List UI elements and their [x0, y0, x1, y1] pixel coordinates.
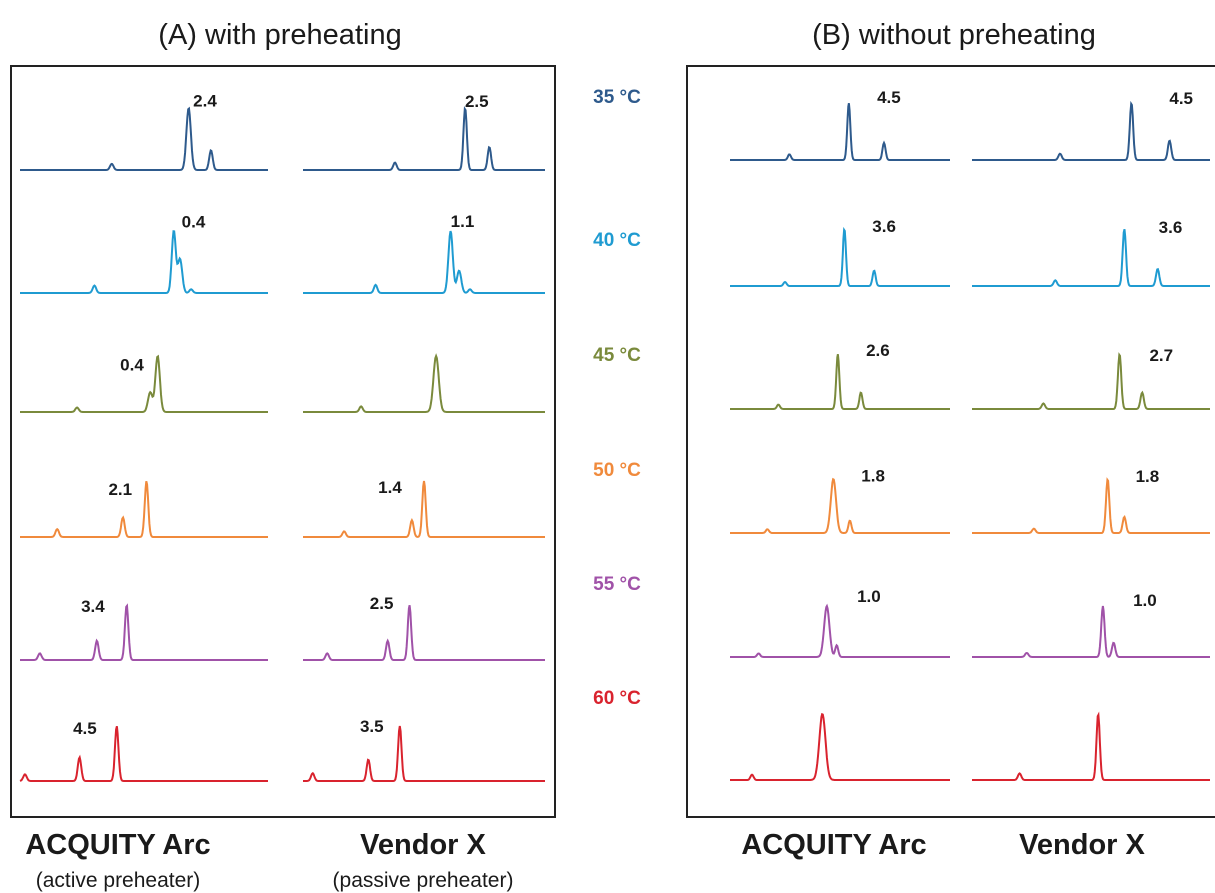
panel-a-title: (A) with preheating — [158, 19, 401, 51]
resolution-label: 1.1 — [451, 212, 475, 231]
resolution-label: 1.4 — [378, 478, 402, 497]
chromatogram-trace-b-vendor-x-45-c — [972, 352, 1210, 410]
chromatogram-trace-a-acquity-arc-35-c — [20, 106, 268, 171]
chromatogram-trace-b-vendor-x-35-c — [972, 100, 1210, 161]
chromatogram-trace-a-acquity-arc-55-c — [20, 603, 268, 661]
temperature-label-40: 40 °C — [593, 230, 641, 251]
panel-b-column-2-label: Vendor X — [1019, 829, 1145, 861]
chromatogram-trace-a-vendor-x-45-c — [303, 353, 545, 413]
resolution-label: 3.4 — [81, 597, 105, 616]
temperature-label-55: 55 °C — [593, 574, 641, 595]
resolution-label: 2.5 — [370, 594, 394, 613]
chromatogram-trace-a-acquity-arc-60-c — [19, 725, 268, 782]
resolution-label: 2.5 — [465, 92, 489, 111]
panel-b-frame — [686, 65, 1215, 818]
resolution-label: 4.5 — [877, 88, 901, 107]
panel-a-column-2-label: Vendor X — [360, 829, 486, 861]
chromatogram-trace-b-vendor-x-55-c — [972, 605, 1210, 658]
panel-a-column-2-sublabel: (passive preheater) — [333, 869, 514, 892]
resolution-label: 2.6 — [866, 341, 890, 360]
resolution-label: 3.5 — [360, 717, 384, 736]
chromatogram-trace-a-vendor-x-50-c — [303, 480, 545, 538]
chromatogram-trace-a-vendor-x-60-c — [303, 725, 545, 782]
resolution-label: 3.6 — [872, 217, 896, 236]
panel-a-column-1-sublabel: (active preheater) — [36, 869, 201, 892]
chromatogram-trace-a-acquity-arc-40-c — [20, 230, 268, 294]
chromatogram-traces — [19, 100, 1210, 782]
chromatogram-trace-b-vendor-x-40-c — [972, 228, 1210, 287]
chromatogram-trace-a-vendor-x-40-c — [303, 230, 545, 294]
temperature-label-45: 45 °C — [593, 345, 641, 366]
temperature-label-50: 50 °C — [593, 460, 641, 481]
panel-b-column-1-label: ACQUITY Arc — [741, 829, 926, 861]
temperature-labels: 35 °C 40 °C 45 °C 50 °C 55 °C 60 °C — [593, 87, 641, 709]
chromatogram-trace-b-acquity-arc-40-c — [730, 226, 950, 287]
resolution-label: 0.4 — [182, 212, 206, 231]
chromatogram-trace-b-vendor-x-50-c — [972, 477, 1210, 534]
resolution-label: 2.7 — [1149, 346, 1173, 365]
chromatogram-trace-b-acquity-arc-50-c — [730, 477, 950, 534]
chromatogram-trace-b-vendor-x-60-c — [972, 711, 1210, 781]
chromatogram-trace-b-acquity-arc-60-c — [730, 712, 950, 781]
temperature-label-35: 35 °C — [593, 87, 641, 108]
chromatogram-trace-a-vendor-x-35-c — [303, 106, 545, 171]
panel-a-frame — [10, 65, 556, 818]
resolution-label: 2.4 — [193, 92, 217, 111]
chromatogram-trace-a-acquity-arc-45-c — [20, 354, 268, 413]
panel-b-title: (B) without preheating — [812, 19, 1096, 51]
chromatogram-trace-b-acquity-arc-45-c — [730, 354, 950, 410]
resolution-label: 2.1 — [108, 480, 132, 499]
chromatogram-trace-a-vendor-x-55-c — [303, 604, 545, 661]
resolution-label: 1.0 — [1133, 591, 1157, 610]
resolution-label: 3.6 — [1159, 218, 1183, 237]
temperature-label-60: 60 °C — [593, 688, 641, 709]
resolution-label: 1.0 — [857, 587, 881, 606]
resolution-label: 4.5 — [73, 719, 97, 738]
resolution-label: 1.8 — [861, 466, 885, 485]
panel-a-column-1-label: ACQUITY Arc — [25, 829, 210, 861]
resolution-label: 1.8 — [1136, 467, 1160, 486]
chromatogram-trace-b-acquity-arc-55-c — [730, 603, 950, 658]
chromatogram-trace-a-acquity-arc-50-c — [20, 480, 268, 538]
resolution-label: 4.5 — [1169, 89, 1193, 108]
chromatogram-trace-b-acquity-arc-35-c — [730, 103, 950, 161]
resolution-labels: 2.4 0.4 0.4 2.1 3.4 4.5 2.5 1.1 1.4 2.5 3.5 4.5 3.6 2… — [73, 88, 1193, 738]
resolution-label: 0.4 — [120, 356, 144, 375]
